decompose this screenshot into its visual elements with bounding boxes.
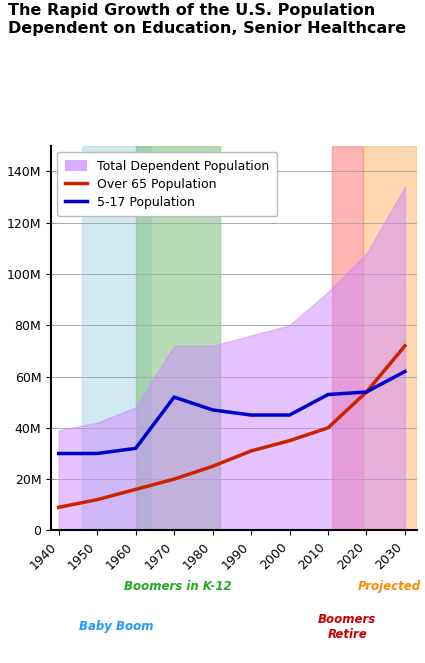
Legend: Total Dependent Population, Over 65 Population, 5-17 Population: Total Dependent Population, Over 65 Popu… [57, 152, 277, 216]
Text: Baby Boom: Baby Boom [79, 620, 154, 633]
Text: Boomers in K-12: Boomers in K-12 [124, 580, 232, 593]
Bar [82, 146, 151, 530]
Text: The Rapid Growth of the U.S. Population
Dependent on Education, Senior Healthcar: The Rapid Growth of the U.S. Population … [8, 3, 407, 36]
Text: Projected: Projected [358, 580, 421, 593]
Bar [332, 146, 363, 530]
Bar [363, 146, 416, 530]
Bar [136, 146, 220, 530]
Text: Boomers
Retire: Boomers Retire [318, 613, 377, 640]
